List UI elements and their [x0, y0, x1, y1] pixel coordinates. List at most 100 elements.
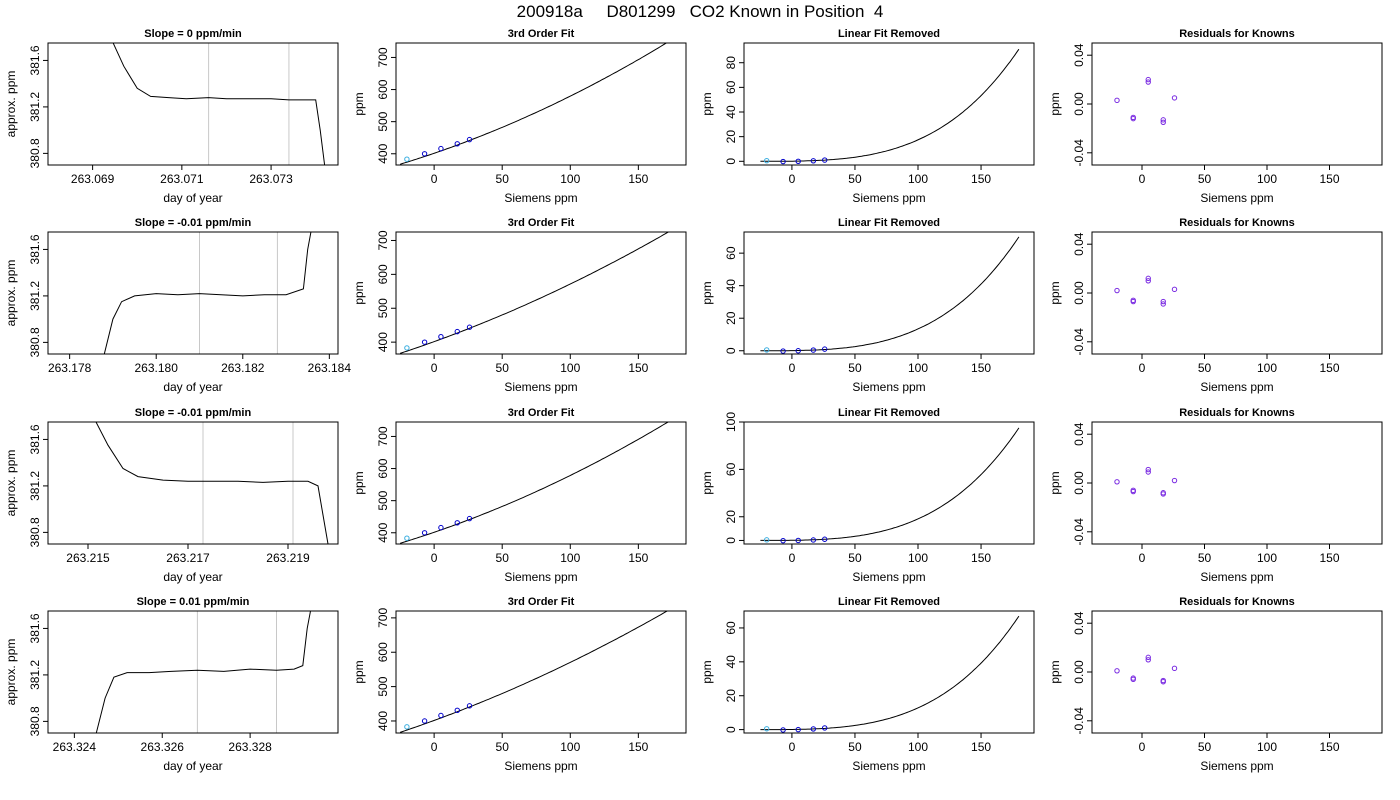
- data-point: [795, 158, 801, 165]
- data-point: [1114, 97, 1120, 104]
- panel-cubic-fit-row1: 3rd Order Fit 0 50 100 150 400 500 600 700 Siemen…: [352, 28, 687, 205]
- figure-title: 200918a D801299 CO2 Known in Position 4: [516, 2, 884, 21]
- data-point: [454, 141, 460, 147]
- y-tick-label: 700: [376, 426, 390, 446]
- y-axis-label: ppm: [700, 281, 714, 304]
- fit-curve: [399, 43, 668, 165]
- x-tick-label: 263.178: [48, 361, 92, 375]
- y-tick-label: 20: [724, 311, 738, 325]
- data-point: [763, 537, 770, 543]
- x-tick-label: 0: [789, 361, 796, 375]
- panel-residuals-row3: Residuals for Knowns 0 50 100 150 -0.04 0.00 0.…: [1048, 407, 1383, 584]
- plot-frame: [1091, 610, 1383, 734]
- y-tick-label: -0.04: [1072, 518, 1086, 546]
- plot-area: [399, 232, 670, 354]
- x-axis-label: Siemens ppm: [504, 759, 577, 773]
- x-tick-label: 150: [971, 551, 991, 565]
- data-point: [1171, 95, 1178, 101]
- plot-area: [1114, 466, 1178, 497]
- data-point: [1114, 668, 1120, 674]
- plot-area: [399, 611, 669, 733]
- panel-time-series-row1: Slope = 0 ppm/min 263.069 263.071 263.073 38…: [4, 28, 339, 205]
- x-tick-label: 100: [560, 172, 580, 186]
- plot-frame: [395, 610, 687, 734]
- x-tick-label: 100: [560, 551, 580, 565]
- y-tick-label: 380.8: [28, 517, 42, 547]
- x-tick-label: 150: [971, 740, 991, 754]
- panel-title: Residuals for Knowns: [1179, 217, 1295, 229]
- y-tick-label: 60: [724, 80, 738, 94]
- x-tick-label: 263.328: [228, 740, 272, 754]
- plot-frame: [47, 42, 339, 166]
- y-tick-label: 500: [376, 676, 390, 696]
- y-tick-label: 0.00: [1072, 92, 1086, 116]
- plot-frame: [47, 231, 339, 355]
- x-tick-label: 0: [431, 551, 438, 565]
- x-tick-label: 263.073: [249, 172, 293, 186]
- y-tick-label: 400: [376, 522, 390, 542]
- y-tick-label: 0: [724, 726, 738, 733]
- y-axis-label: ppm: [1048, 660, 1062, 683]
- panel-residuals-row4: Residuals for Knowns 0 50 100 150 -0.04 0.00 0.…: [1048, 596, 1383, 773]
- data-point: [763, 726, 770, 732]
- y-tick-label: 0.04: [1072, 232, 1086, 256]
- data-point: [1160, 301, 1166, 307]
- data-point: [763, 157, 770, 164]
- plot-area: [1114, 275, 1178, 307]
- plot-frame: [1091, 231, 1383, 355]
- data-point: [1145, 657, 1151, 663]
- data-point: [821, 157, 828, 163]
- x-tick-label: 100: [560, 740, 580, 754]
- fit-curve: [399, 232, 670, 354]
- x-axis-label: Siemens ppm: [1200, 570, 1273, 584]
- x-tick-label: 150: [628, 361, 648, 375]
- x-tick-label: 50: [848, 740, 862, 754]
- y-tick-label: 0: [724, 537, 738, 544]
- plot-frame: [395, 42, 687, 166]
- y-axis-label: ppm: [1048, 281, 1062, 304]
- plot-area: [760, 48, 1020, 165]
- data-point: [810, 726, 817, 732]
- plot-area: [1114, 76, 1178, 126]
- x-tick-label: 0: [1139, 172, 1146, 186]
- x-tick-label: 263.326: [141, 740, 185, 754]
- panel-title: 3rd Order Fit: [508, 28, 575, 40]
- plot-area: [103, 232, 312, 354]
- y-axis-label: ppm: [700, 471, 714, 494]
- y-tick-label: 0: [724, 158, 738, 165]
- data-point: [1160, 117, 1166, 123]
- data-point: [1145, 278, 1151, 284]
- x-tick-label: 150: [628, 740, 648, 754]
- data-point: [421, 530, 428, 536]
- x-tick-label: 0: [431, 172, 438, 186]
- data-point: [421, 151, 428, 157]
- y-tick-label: 0.04: [1072, 43, 1086, 67]
- x-tick-label: 50: [496, 551, 510, 565]
- y-tick-label: 60: [724, 462, 738, 476]
- x-tick-label: 0: [431, 361, 438, 375]
- x-tick-label: 263.069: [71, 172, 115, 186]
- y-tick-label: 400: [376, 143, 390, 163]
- panel-title: Residuals for Knowns: [1179, 28, 1295, 40]
- data-point: [404, 156, 410, 162]
- plot-frame: [395, 231, 687, 355]
- plot-frame: [743, 421, 1035, 545]
- x-tick-label: 263.219: [266, 551, 310, 565]
- y-tick-label: 0: [724, 347, 738, 354]
- panel-cubic-fit-row4: 3rd Order Fit 0 50 100 150 400 500 600 700 Siemen…: [352, 596, 687, 773]
- x-tick-label: 100: [1257, 740, 1277, 754]
- panel-title: Linear Fit Removed: [838, 407, 940, 419]
- x-axis-label: Siemens ppm: [1200, 191, 1273, 205]
- y-tick-label: 60: [724, 621, 738, 635]
- y-axis-label: ppm: [352, 281, 366, 304]
- x-tick-label: 0: [431, 740, 438, 754]
- data-point: [780, 727, 786, 733]
- panel-linear-removed-row1: Linear Fit Removed 0 50 100 150 0 20 40 60 80 Siem…: [700, 28, 1035, 205]
- series-line: [112, 43, 326, 165]
- x-axis-label: Siemens ppm: [1200, 380, 1273, 394]
- fit-curve: [760, 48, 1020, 162]
- data-point: [404, 535, 410, 541]
- panel-title: 3rd Order Fit: [508, 407, 575, 419]
- panel-residuals-row2: Residuals for Knowns 0 50 100 150 -0.04 0.00 0.…: [1048, 217, 1383, 394]
